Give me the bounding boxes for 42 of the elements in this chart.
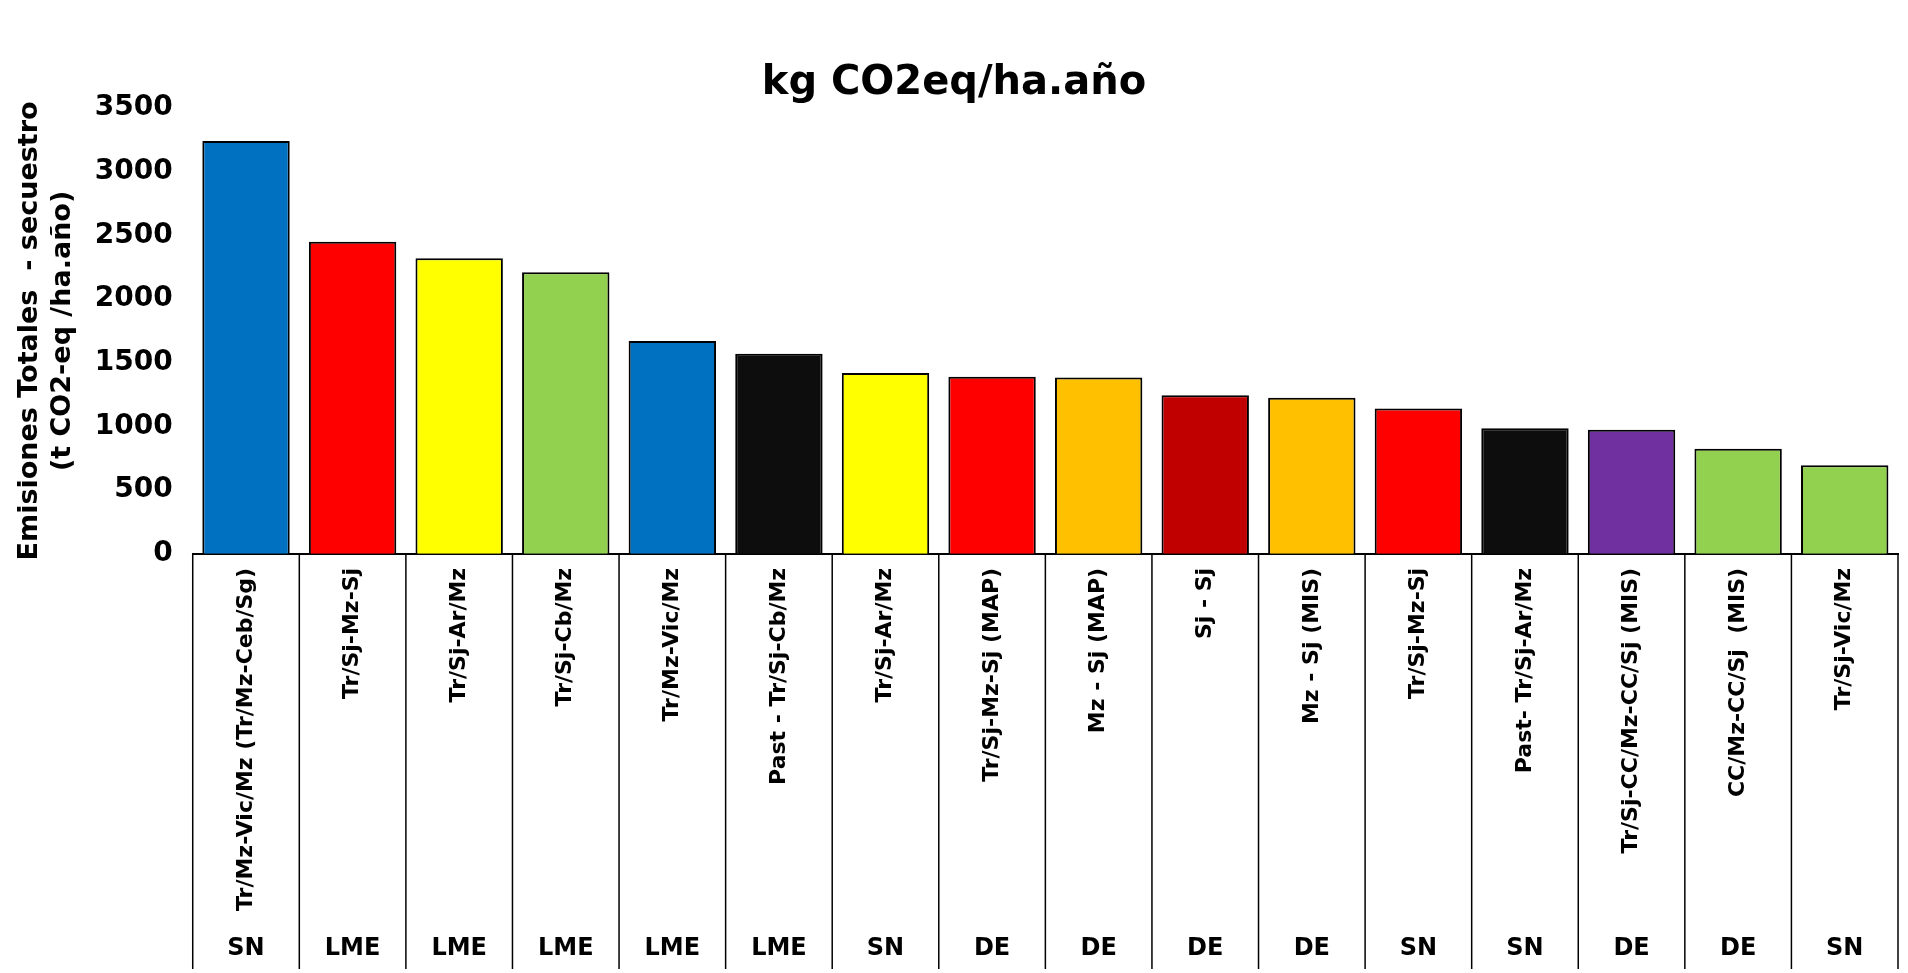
x-tick-label: Tr/Sj-Mz-Sj	[1404, 567, 1430, 700]
y-tick-label: 500	[114, 471, 173, 505]
chart-title: kg CO2eq/ha.año	[761, 57, 1147, 104]
x-tick-label: CC/Mz-CC/Sj (MIS)	[1723, 567, 1749, 798]
y-tick-label: 3000	[94, 152, 173, 186]
text: DE	[1080, 933, 1117, 962]
text: DE	[1187, 933, 1224, 962]
text: DE	[1613, 933, 1650, 962]
x-tick-label: Tr/Sj-Ar/Mz	[871, 567, 897, 703]
y-tick-label: 2500	[94, 216, 173, 250]
text: DE	[973, 933, 1011, 962]
y-tick-label: 0	[153, 535, 173, 569]
y-tick-label: 1500	[94, 344, 173, 378]
text: SN	[1826, 933, 1864, 962]
x-tick-label: Tr/Sj-Mz-Sj	[338, 567, 364, 700]
text: DE	[1719, 933, 1757, 962]
x-tick-label: Mz - Sj (MAP)	[1084, 567, 1110, 734]
x-tick-label: Tr/Sj-Cb/Mz	[551, 567, 577, 707]
text: LME	[431, 933, 487, 962]
x-tick-label: Past - Tr/Sj-Cb/Mz	[764, 567, 790, 785]
text: LME	[644, 933, 701, 962]
text: SN	[1399, 933, 1438, 962]
text: SN	[866, 933, 905, 962]
text: LME	[537, 933, 594, 962]
y-axis-title: Emisiones Totales - secuestro (t CO2-eq /ha.año)	[12, 101, 76, 561]
x-tick-label: Sj - Sj	[1190, 567, 1216, 640]
x-tick-label: Tr/Sj-Ar/Mz	[444, 567, 470, 703]
text: LME	[751, 933, 807, 962]
y-tick-label: 2000	[94, 280, 173, 314]
x-tick-label: Mz - Sj (MIS)	[1297, 567, 1323, 725]
y-tick-label: 1000	[94, 407, 173, 441]
text: DE	[1293, 933, 1330, 962]
x-tick-label: Tr/Sj-Vic/Mz	[1830, 567, 1856, 711]
x-tick-label: Tr/Sj-CC/Mz-CC/Sj (MIS)	[1617, 567, 1643, 854]
x-tick-label: Tr/Sj-Mz-Sj (MAP)	[977, 567, 1003, 782]
text: SN	[1506, 933, 1544, 962]
x-tick-label: Past- Tr/Sj-Ar/Mz	[1510, 567, 1536, 774]
x-tick-label: Tr/Mz-Vic/Mz	[658, 567, 684, 722]
text: LME	[324, 933, 381, 962]
x-tick-label: Tr/Mz-Vic/Mz (Tr/Mz-Ceb/Sg)	[231, 567, 257, 911]
text: SN	[227, 933, 265, 962]
y-tick-label: 3500	[94, 89, 173, 123]
